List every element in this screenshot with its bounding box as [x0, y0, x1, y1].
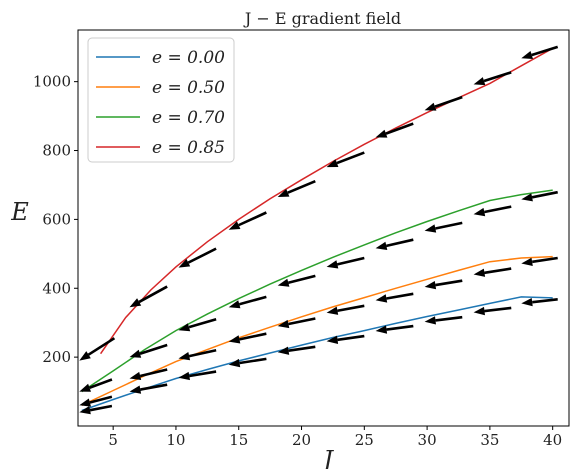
gradient-arrow [424, 315, 463, 325]
gradient-arrow [473, 267, 512, 277]
gradient-arrow [326, 334, 365, 344]
gradient-arrow [178, 247, 217, 268]
gradient-arrow [228, 357, 267, 368]
gradient-arrow [129, 285, 168, 308]
x-tick-label: 5 [108, 431, 118, 449]
gradient-arrow [424, 221, 463, 233]
gradient-arrow [375, 324, 414, 334]
y-axis-ticks: 200 400 600 800 1000 [33, 73, 78, 366]
gradient-arrow [473, 71, 512, 86]
y-axis-label: E [10, 198, 29, 226]
series-line-3 [99, 47, 554, 355]
gradient-arrow [521, 298, 558, 307]
gradient-arrow [326, 256, 365, 269]
gradient-arrow [277, 180, 316, 197]
x-tick-label: 10 [166, 431, 185, 449]
gradient-arrow [79, 337, 116, 361]
gradient-arrows [79, 45, 559, 415]
gradient-arrow [129, 383, 168, 394]
gradient-arrow [375, 292, 414, 303]
gradient-arrow [277, 274, 316, 287]
x-tick-label: 30 [418, 431, 437, 449]
gradient-arrow [375, 122, 414, 138]
series-line-1 [81, 255, 553, 406]
legend: e = 0.00 e = 0.50 e = 0.70 e = 0.85 [87, 37, 235, 163]
y-tick-label: 200 [42, 348, 71, 366]
gradient-arrow [277, 345, 316, 355]
chart-title: J − E gradient field [243, 9, 401, 28]
x-tick-label: 40 [543, 431, 562, 449]
gradient-arrow [228, 332, 267, 344]
x-tick-label: 35 [480, 431, 499, 449]
series-line-2 [81, 189, 553, 393]
gradient-arrow [521, 45, 559, 59]
y-tick-label: 1000 [33, 73, 71, 91]
gradient-arrow [521, 190, 558, 202]
y-tick-label: 600 [42, 210, 71, 228]
x-tick-label: 25 [355, 431, 374, 449]
series-lines [81, 47, 554, 412]
gradient-arrow [178, 349, 217, 361]
gradient-arrow [79, 395, 113, 407]
gradient-arrow [129, 343, 168, 358]
gradient-arrow [228, 211, 267, 230]
gradient-arrow [79, 404, 113, 415]
gradient-arrow [473, 205, 512, 217]
gradient-arrow [326, 151, 365, 168]
gradient-arrow [129, 368, 168, 380]
legend-label: e = 0.70 [152, 108, 225, 128]
y-tick-label: 800 [42, 142, 71, 160]
gradient-arrow [424, 95, 463, 111]
gradient-arrow [424, 279, 463, 290]
x-tick-label: 15 [229, 431, 248, 449]
legend-label: e = 0.50 [152, 78, 225, 98]
x-tick-label: 20 [292, 431, 311, 449]
y-tick-label: 400 [42, 279, 71, 297]
legend-label: e = 0.85 [152, 138, 225, 158]
gradient-arrow [521, 256, 558, 266]
series-line-0 [81, 296, 553, 412]
gradient-arrow [326, 304, 365, 315]
gradient-arrow [228, 295, 267, 309]
gradient-arrow [473, 306, 512, 316]
plot-frame [77, 29, 570, 427]
gradient-arrow [79, 378, 113, 392]
legend-label: e = 0.00 [152, 48, 225, 68]
gradient-arrow [375, 238, 414, 250]
gradient-arrow [277, 317, 316, 329]
legend-box [87, 37, 235, 163]
gradient-arrow [178, 318, 217, 332]
gradient-arrow [178, 370, 217, 381]
x-axis-ticks: 5 10 15 20 25 30 35 40 [108, 426, 562, 449]
